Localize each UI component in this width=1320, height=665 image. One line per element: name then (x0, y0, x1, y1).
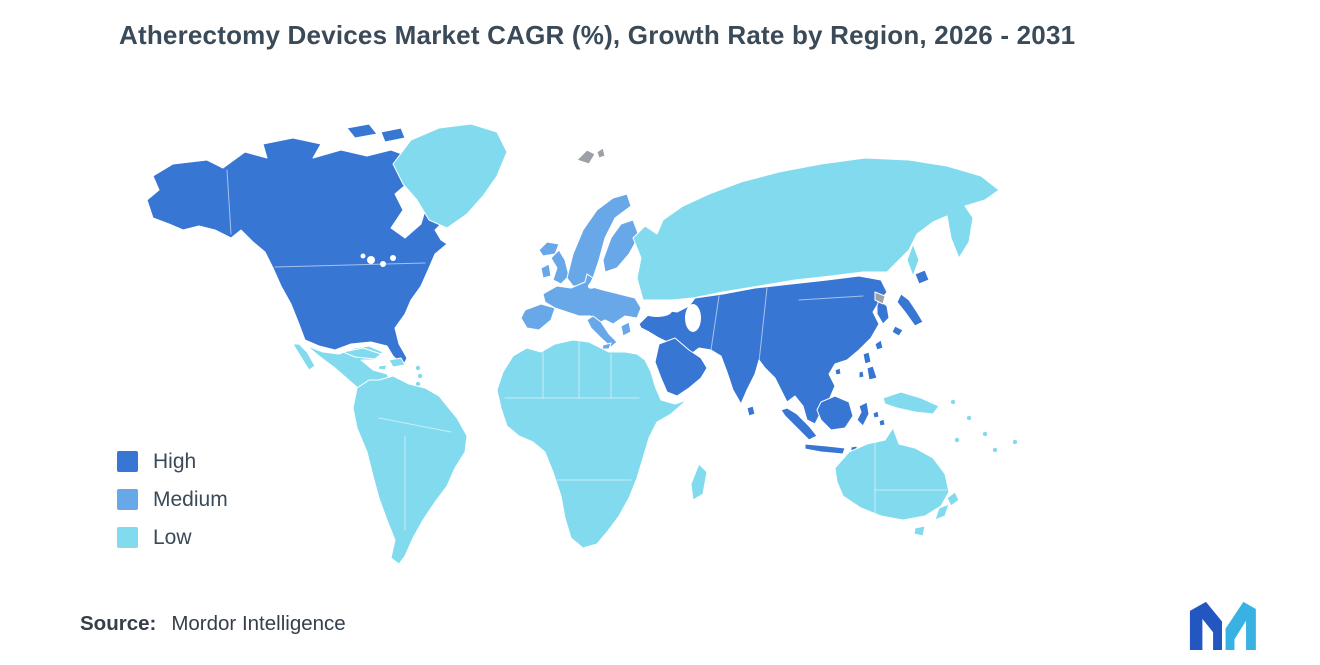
region-africa (496, 339, 688, 549)
region-sicily (601, 342, 612, 350)
source-label: Source: (80, 612, 157, 635)
caspian-sea (685, 304, 701, 332)
region-south-america (352, 375, 468, 565)
region-antilles-1 (415, 365, 421, 371)
region-greece (620, 321, 632, 337)
mordor-logo-mark (1189, 601, 1256, 651)
legend: High Medium Low (117, 451, 228, 565)
chart-title: Atherectomy Devices Market CAGR (%), Gro… (119, 20, 1076, 50)
region-north-korea (874, 291, 886, 305)
legend-swatch-low (117, 527, 138, 548)
region-new-zealand-north (946, 491, 960, 507)
region-greenland (392, 123, 508, 229)
region-sakhalin (906, 243, 920, 277)
region-arctic-island-1 (346, 123, 378, 139)
legend-swatch-high (117, 451, 138, 472)
region-pacific-island-5 (1012, 439, 1018, 445)
region-antilles-2 (417, 373, 423, 379)
region-japan-honshu (896, 293, 924, 327)
region-group-no-data (576, 147, 886, 305)
region-russia (632, 157, 1000, 301)
logo-left-shape (1189, 601, 1222, 651)
region-arabian-peninsula (654, 337, 708, 397)
region-europe-mainland (542, 273, 642, 325)
baltic-sea (587, 277, 605, 289)
region-moluccas-1 (872, 410, 880, 419)
region-ireland (540, 263, 552, 279)
region-cuba (342, 347, 382, 360)
region-svalbard-2 (596, 147, 606, 159)
region-sulawesi (856, 401, 870, 427)
legend-label-low: Low (153, 526, 192, 549)
region-group-medium (520, 193, 642, 350)
legend-label-medium: Medium (153, 488, 228, 511)
region-south-korea (876, 299, 890, 325)
region-australia (834, 427, 950, 521)
region-pacific-island-6 (954, 437, 960, 443)
region-philippines-3 (858, 370, 865, 379)
water-overlays (360, 253, 701, 332)
region-java (804, 443, 846, 455)
region-sri-lanka (746, 405, 756, 417)
black-sea (642, 305, 672, 317)
region-pacific-island-1 (950, 399, 956, 405)
region-jamaica (377, 364, 388, 371)
source-line: Source: Mordor Intelligence (80, 612, 346, 636)
legend-item-low: Low (117, 527, 228, 548)
region-japan-kyushu (891, 325, 904, 337)
region-pacific-island-4 (992, 447, 998, 453)
region-new-guinea (882, 391, 940, 415)
great-lake-3 (390, 255, 396, 261)
region-baja-california (292, 343, 316, 371)
legend-swatch-medium (117, 489, 138, 510)
region-philippines-2 (866, 365, 878, 381)
region-madagascar (690, 463, 708, 501)
legend-label-high: High (153, 450, 197, 473)
region-japan-hokkaido (914, 269, 930, 285)
region-asia-mainland (638, 275, 888, 425)
region-tasmania (913, 525, 926, 537)
great-lake-4 (360, 253, 366, 259)
world-map-svg (146, 123, 1018, 565)
region-north-america (146, 137, 454, 367)
region-pacific-island-3 (982, 431, 988, 437)
region-great-britain (550, 249, 570, 285)
region-sumatra (780, 407, 818, 441)
region-antilles-3 (415, 381, 421, 387)
region-philippines-1 (862, 351, 872, 365)
source-value: Mordor Intelligence (171, 612, 346, 635)
world-map (95, 100, 1215, 570)
region-svalbard-1 (576, 149, 596, 165)
region-taiwan (874, 339, 884, 351)
legend-item-medium: Medium (117, 489, 228, 510)
region-new-zealand-south (934, 503, 950, 521)
region-pacific-island-2 (966, 415, 972, 421)
country-borders (226, 169, 948, 531)
great-lake-1 (367, 256, 375, 264)
region-group-low (292, 123, 1018, 565)
mordor-intelligence-logo (1181, 593, 1263, 661)
region-hainan (834, 367, 842, 376)
region-hispaniola (388, 357, 406, 368)
region-arctic-island-2 (380, 127, 406, 143)
legend-item-high: High (117, 451, 228, 472)
region-italy (586, 315, 618, 348)
logo-right-shape (1225, 601, 1256, 651)
region-moluccas-2 (878, 418, 886, 427)
region-iberia (520, 303, 556, 331)
region-group-high (146, 123, 930, 455)
region-borneo (816, 395, 854, 431)
region-iceland (538, 241, 560, 257)
